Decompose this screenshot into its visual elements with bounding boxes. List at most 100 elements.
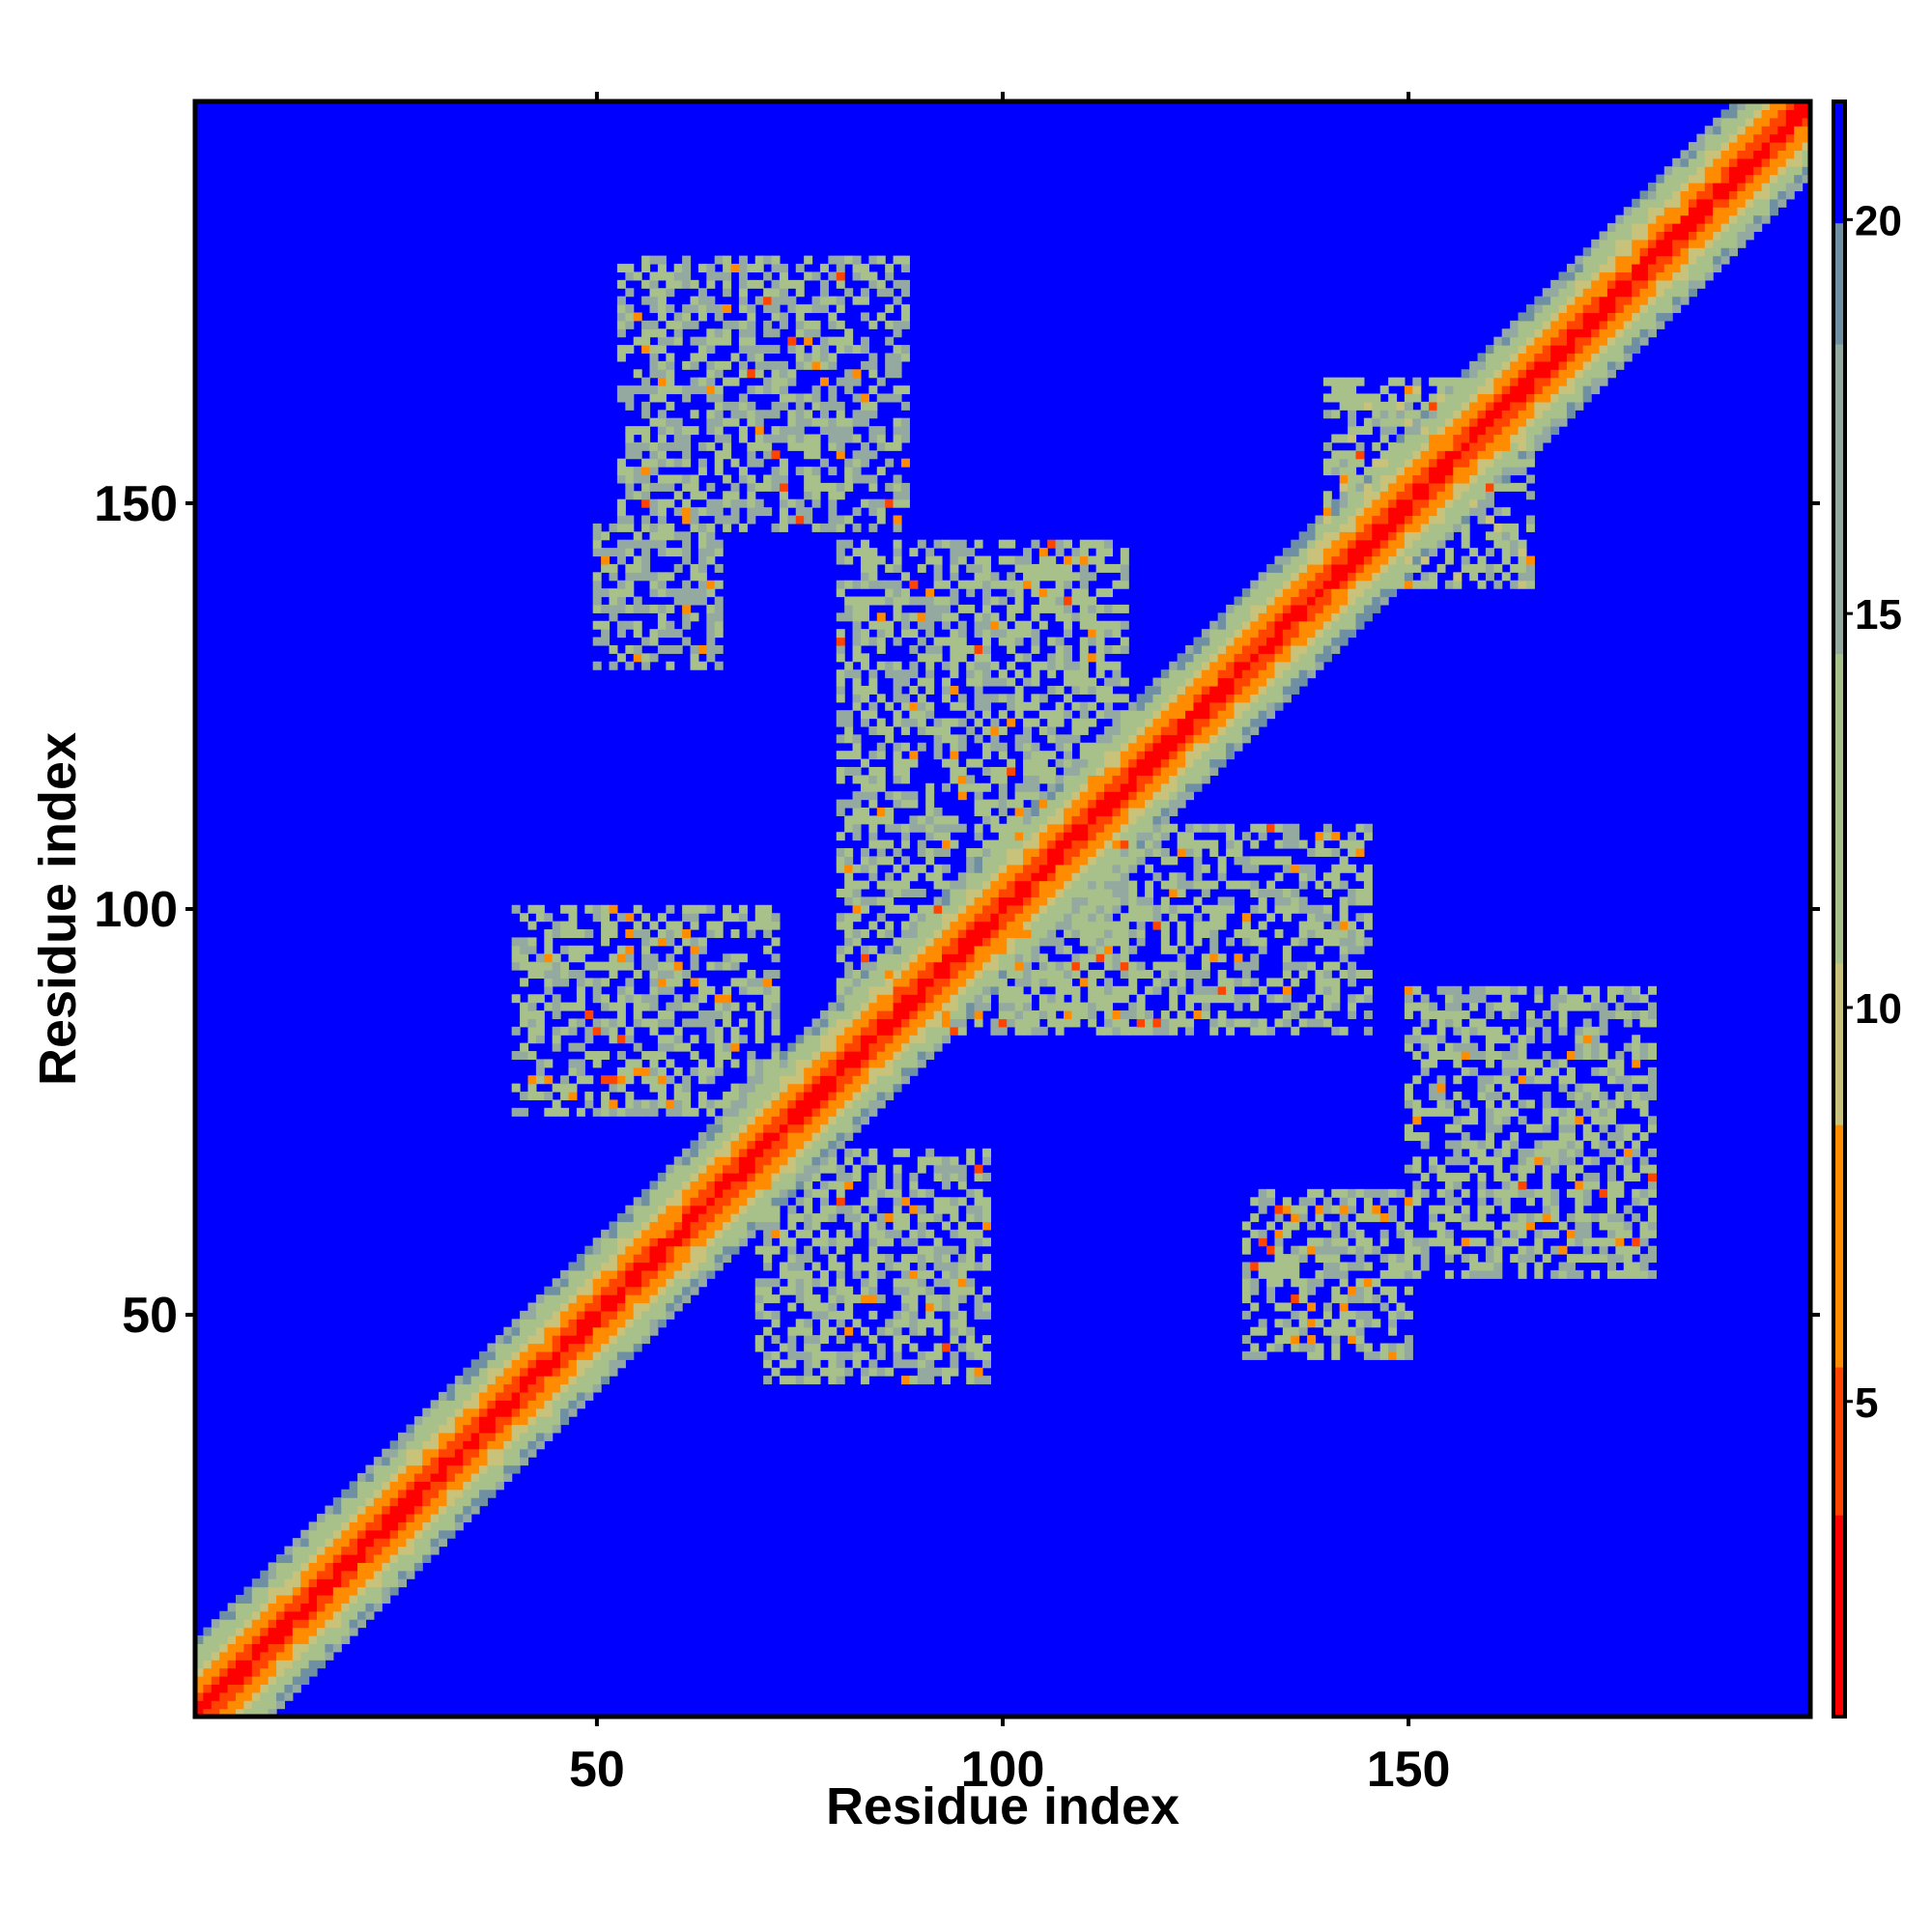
heatmap-cell	[511, 1400, 521, 1409]
heatmap-cell	[933, 1026, 943, 1036]
heatmap-cell	[771, 1042, 781, 1052]
heatmap-cell	[1095, 548, 1105, 557]
heatmap-cell	[284, 1578, 294, 1588]
heatmap-cell	[300, 1594, 310, 1604]
heatmap-cell	[836, 1294, 845, 1304]
heatmap-cell	[771, 1140, 781, 1150]
heatmap-cell	[998, 921, 1008, 930]
heatmap-cell	[723, 1051, 732, 1061]
heatmap-cell	[260, 1643, 270, 1653]
heatmap-cell	[666, 1245, 675, 1255]
heatmap-cell	[527, 970, 537, 980]
heatmap-cell	[649, 1066, 659, 1076]
heatmap-cell	[779, 1099, 788, 1109]
heatmap-cell	[1079, 669, 1089, 679]
heatmap-cell	[1112, 580, 1122, 589]
heatmap-cell	[592, 1294, 602, 1304]
heatmap-cell	[1031, 799, 1040, 809]
heatmap-cell	[463, 1448, 472, 1458]
heatmap-cell	[520, 1400, 529, 1409]
heatmap-cell	[966, 1343, 976, 1352]
heatmap-cell	[795, 498, 805, 508]
heatmap-cell	[236, 1610, 245, 1620]
heatmap-cell	[1014, 913, 1024, 923]
heatmap-cell	[852, 685, 862, 695]
heatmap-cell	[1104, 913, 1114, 923]
heatmap-cell	[503, 1464, 513, 1474]
heatmap-cell	[236, 1619, 245, 1629]
heatmap-cell	[1014, 978, 1024, 987]
heatmap-cell	[868, 637, 878, 646]
heatmap-cell	[804, 1132, 813, 1142]
heatmap-cell	[852, 1205, 862, 1214]
heatmap-cell	[1023, 1026, 1033, 1036]
heatmap-cell	[1014, 791, 1024, 801]
heatmap-cell	[738, 1197, 748, 1207]
heatmap-cell	[1047, 1018, 1057, 1028]
heatmap-cell	[836, 864, 845, 873]
heatmap-cell	[332, 1521, 342, 1531]
heatmap-cell	[463, 1400, 472, 1409]
heatmap-cell	[763, 482, 773, 492]
heatmap-cell	[763, 994, 773, 1004]
heatmap-cell	[981, 572, 991, 582]
heatmap-cell	[666, 604, 675, 613]
heatmap-cell	[974, 1188, 983, 1198]
heatmap-cell	[981, 694, 991, 703]
heatmap-cell	[487, 1407, 497, 1417]
heatmap-cell	[195, 1660, 204, 1669]
heatmap-cell	[1112, 880, 1122, 890]
heatmap-cell	[1038, 596, 1048, 606]
heatmap-cell	[389, 1440, 399, 1450]
heatmap-cell	[1136, 832, 1146, 841]
heatmap-cell	[1055, 839, 1065, 849]
heatmap-cell	[649, 539, 659, 549]
heatmap-cell	[754, 1132, 764, 1142]
heatmap-cell	[811, 1278, 821, 1288]
heatmap-cell	[885, 458, 895, 468]
heatmap-cell	[787, 1188, 797, 1198]
heatmap-cell	[990, 961, 1000, 971]
heatmap-cell	[885, 482, 895, 492]
heatmap-cell	[1104, 847, 1114, 857]
heatmap-cell	[1095, 856, 1105, 866]
heatmap-cell	[925, 596, 935, 606]
heatmap-cell	[1088, 685, 1097, 695]
heatmap-cell	[909, 751, 919, 760]
heatmap-cell	[503, 1407, 513, 1417]
heatmap-cell	[811, 1075, 821, 1085]
heatmap-cell	[981, 1359, 991, 1369]
heatmap-cell	[811, 482, 821, 492]
heatmap-cell	[690, 644, 699, 654]
heatmap-cell	[941, 1269, 951, 1279]
heatmap-cell	[535, 1026, 545, 1036]
heatmap-cell	[917, 1010, 926, 1020]
heatmap-cell	[981, 669, 991, 679]
heatmap-cell	[527, 1018, 537, 1028]
heatmap-cell	[1014, 555, 1024, 565]
heatmap-cell	[649, 1026, 659, 1036]
heatmap-cell	[844, 515, 854, 525]
heatmap-cell	[900, 401, 910, 411]
heatmap-cell	[909, 1319, 919, 1328]
heatmap-cell	[714, 1051, 724, 1061]
heatmap-cell	[804, 271, 813, 281]
heatmap-cell	[974, 555, 983, 565]
heatmap-cell	[1055, 604, 1065, 613]
heatmap-cell	[251, 1700, 261, 1710]
heatmap-cell	[300, 1570, 310, 1579]
heatmap-cell	[552, 1319, 561, 1328]
heatmap-cell	[900, 1302, 910, 1312]
heatmap-cell	[763, 304, 773, 314]
heatmap-cell	[1152, 913, 1162, 923]
heatmap-cell	[544, 1391, 554, 1401]
heatmap-cell	[422, 1513, 432, 1522]
heatmap-cell	[527, 937, 537, 947]
heatmap-cell	[1047, 637, 1057, 646]
heatmap-cell	[1104, 832, 1114, 841]
heatmap-cell	[1055, 637, 1065, 646]
heatmap-cell	[925, 832, 935, 841]
heatmap-cell	[568, 913, 578, 923]
heatmap-cell	[357, 1489, 367, 1498]
heatmap-cell	[900, 832, 910, 841]
